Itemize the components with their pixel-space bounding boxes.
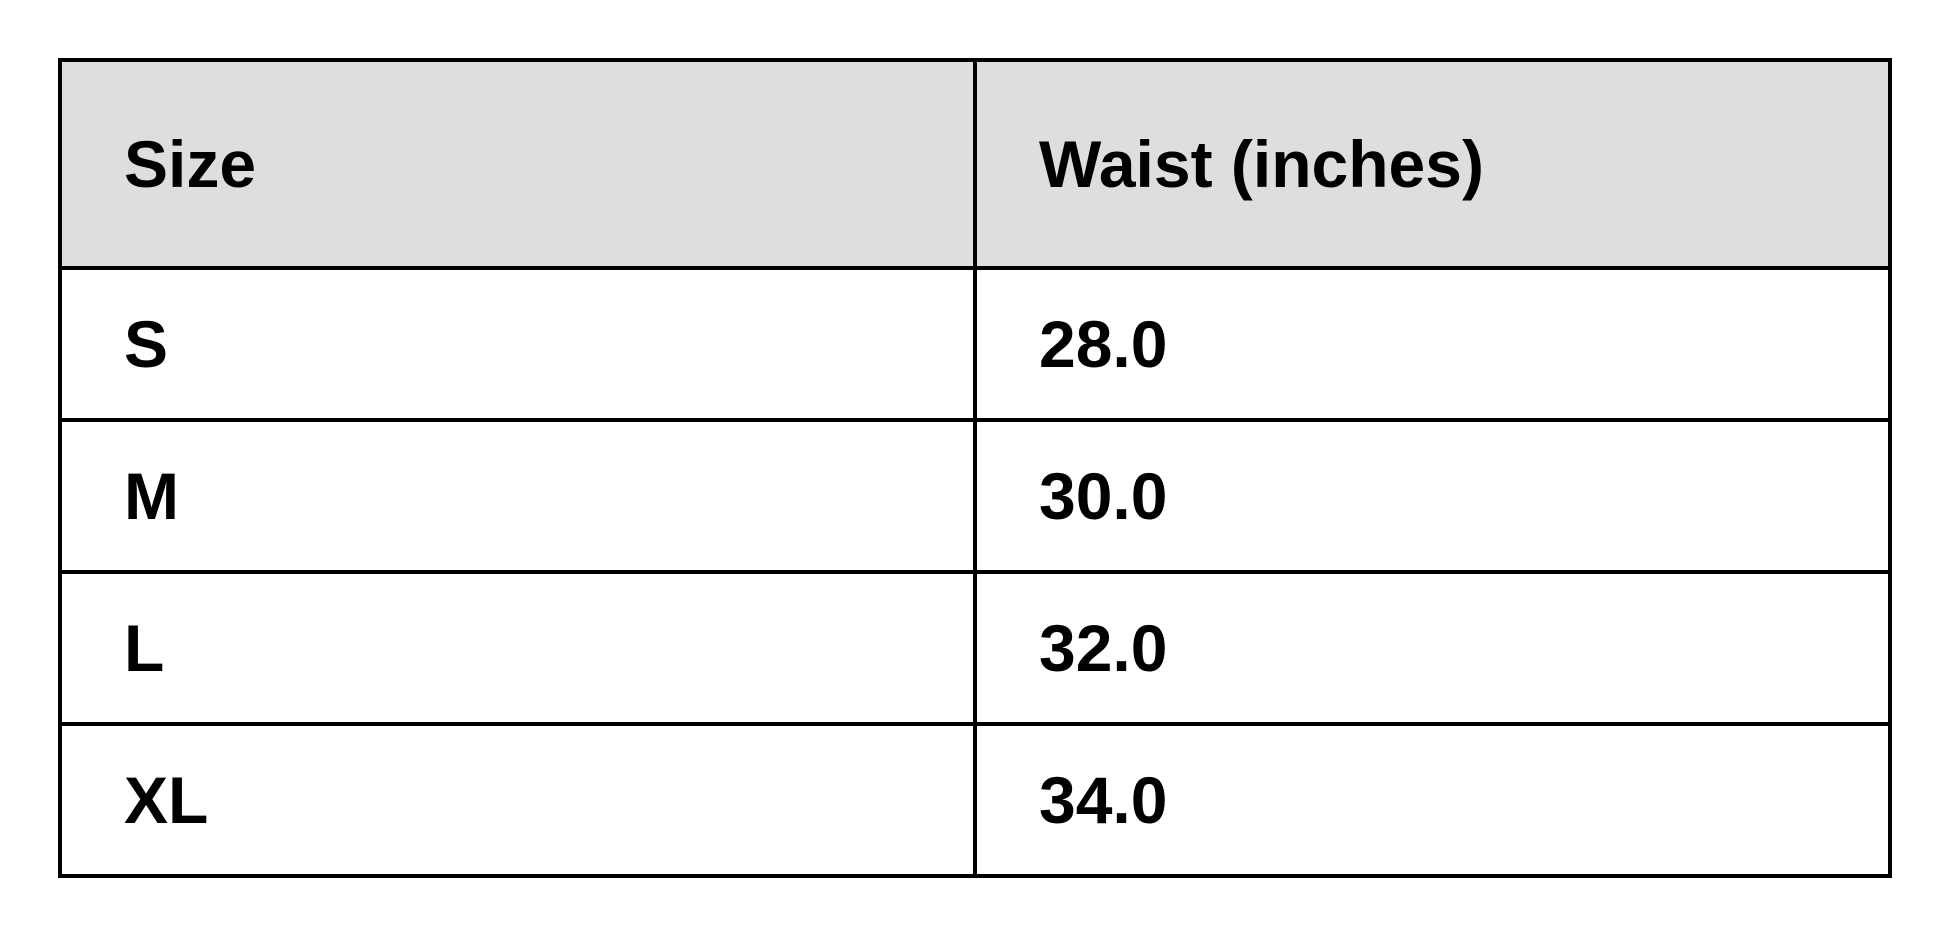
cell-waist: 28.0 — [973, 266, 1892, 422]
table-row: S 28.0 — [58, 266, 1892, 422]
cell-size: L — [58, 570, 977, 726]
table-row: M 30.0 — [58, 418, 1892, 574]
cell-waist: 34.0 — [973, 722, 1892, 878]
cell-waist: 32.0 — [973, 570, 1892, 726]
table-row: L 32.0 — [58, 570, 1892, 726]
cell-size: M — [58, 418, 977, 574]
header-cell-size: Size — [58, 58, 977, 270]
header-cell-waist: Waist (inches) — [973, 58, 1892, 270]
table-row: XL 34.0 — [58, 722, 1892, 878]
cell-size: S — [58, 266, 977, 422]
header-row: Size Waist (inches) — [58, 58, 1892, 270]
cell-size: XL — [58, 722, 977, 878]
cell-waist: 30.0 — [973, 418, 1892, 574]
size-chart-table: Size Waist (inches) S 28.0 M 30.0 L 32.0… — [58, 58, 1892, 878]
